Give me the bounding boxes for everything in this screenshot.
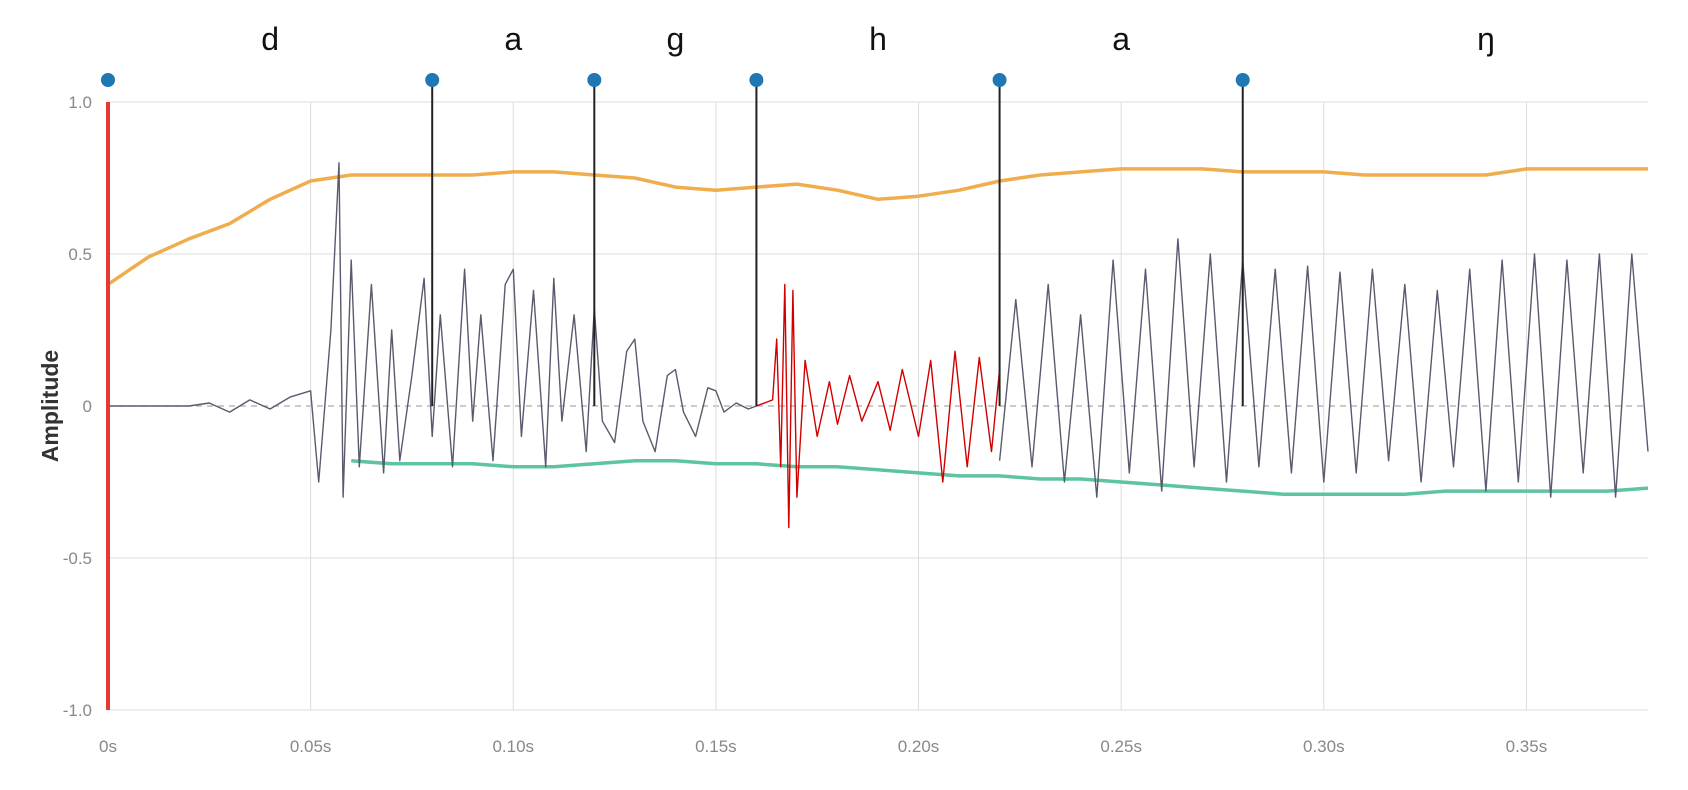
x-tick-label: 0.25s [1100, 737, 1142, 756]
upper-envelope-line [107, 167, 1648, 286]
series-layer [107, 162, 1649, 529]
phoneme-label: g [666, 21, 684, 57]
y-tick-label: -0.5 [63, 549, 92, 568]
waveform-highlight-line [756, 283, 1001, 529]
segment-handle[interactable] [101, 73, 115, 87]
x-axis-ticks: 0s 0.05s 0.10s 0.15s 0.20s 0.25s 0.30s 0.35s [99, 737, 1547, 756]
x-tick-label: 0.20s [898, 737, 940, 756]
phoneme-label: a [1112, 21, 1130, 57]
x-tick-label: 0.15s [695, 737, 737, 756]
x-tick-label: 0.35s [1506, 737, 1548, 756]
segment-handle[interactable] [749, 73, 764, 87]
y-axis-label: Amplitude [37, 350, 63, 462]
y-axis-ticks: 1.0 0.5 0 -0.5 -1.0 [63, 93, 92, 720]
segment-handle[interactable] [425, 73, 440, 87]
segment-markers[interactable] [101, 73, 1250, 406]
phoneme-label: h [869, 21, 887, 57]
x-tick-label: 0.10s [492, 737, 534, 756]
phoneme-label: d [261, 21, 279, 57]
y-tick-label: 0.5 [68, 245, 92, 264]
phoneme-label: a [504, 21, 522, 57]
segment-handle[interactable] [1235, 73, 1250, 87]
waveform-line [108, 162, 757, 498]
segment-handle[interactable] [587, 73, 602, 87]
segment-handle[interactable] [992, 73, 1007, 87]
x-tick-label: 0s [99, 737, 117, 756]
x-tick-label: 0.30s [1303, 737, 1345, 756]
lower-envelope-line [351, 458, 1649, 496]
y-tick-label: -1.0 [63, 701, 92, 720]
phoneme-label: ŋ [1477, 21, 1495, 57]
y-tick-label: 0 [83, 397, 92, 416]
waveform-line [998, 238, 1649, 498]
y-tick-label: 1.0 [68, 93, 92, 112]
x-tick-label: 0.05s [290, 737, 332, 756]
